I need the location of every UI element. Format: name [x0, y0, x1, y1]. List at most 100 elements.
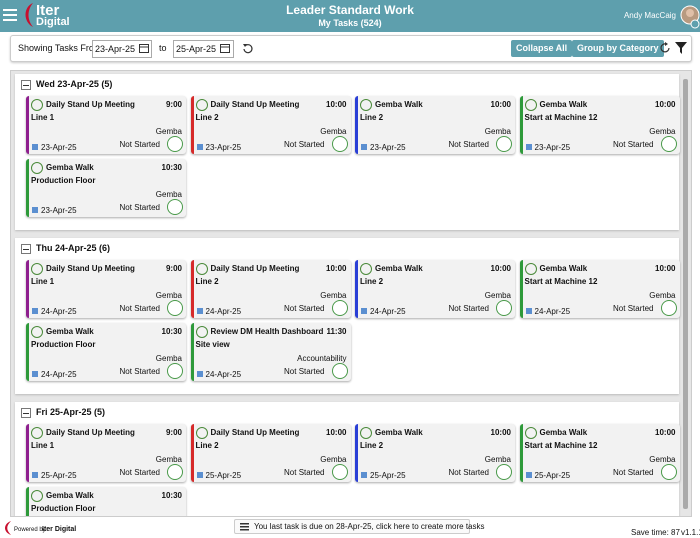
toggle[interactable]	[21, 408, 31, 418]
task-location: Line 2	[195, 441, 219, 450]
task-card[interactable]: Gemba Walk 10:00 Start at Machine 12 Gemba N…	[519, 260, 680, 318]
list-icon	[240, 523, 249, 531]
task-card[interactable]: Gemba Walk 10:00 Line 2 Gemba Not Started 23-…	[355, 96, 515, 154]
task-time: 9:00	[165, 428, 182, 437]
calendar-icon[interactable]	[220, 43, 230, 53]
task-time: 9:00	[165, 100, 182, 109]
status-circle[interactable]	[331, 136, 348, 152]
task-time: 10:00	[490, 100, 511, 109]
toggle[interactable]	[21, 244, 31, 254]
from-date[interactable]: 23-Apr-25	[92, 40, 152, 58]
task-location: Start at Machine 12	[524, 441, 598, 450]
task-location: Site view	[195, 340, 230, 349]
task-status: Not Started	[448, 468, 489, 477]
status-circle[interactable]	[167, 136, 183, 152]
status-circle-small	[195, 99, 208, 111]
avatar[interactable]	[680, 5, 700, 29]
status-circle[interactable]	[496, 464, 512, 480]
status-circle[interactable]	[167, 300, 183, 316]
task-time: 10:30	[161, 327, 182, 336]
task-card[interactable]: Gemba Walk 10:00 Start at Machine 12 Gemba N…	[519, 424, 680, 482]
date-icon	[361, 144, 367, 150]
status-circle[interactable]	[331, 363, 348, 379]
to-date[interactable]: 25-Apr-25	[173, 40, 234, 58]
task-card[interactable]: Gemba Walk 10:00 Line 2 Gemba Not Started 24-…	[355, 260, 515, 318]
status-circle[interactable]	[496, 136, 512, 152]
task-card[interactable]: Gemba Walk 10:00 Start at Machine 12 Gemba N…	[519, 96, 680, 154]
task-date: 24-Apr-25	[534, 307, 571, 316]
status-circle[interactable]	[167, 464, 183, 480]
day-section: Thu 24-Apr-25 (6) Daily Stand Up Meeting 9…	[15, 238, 680, 394]
task-time: 10:00	[655, 264, 676, 273]
collapse-button[interactable]: Collapse All	[511, 40, 573, 57]
task-card[interactable]: Daily Stand Up Meeting 10:00 Line 2 Gemba No…	[190, 424, 351, 482]
task-time: 10:00	[490, 264, 511, 273]
calendar-icon[interactable]	[139, 43, 149, 53]
task-status: Not Started	[613, 304, 654, 313]
task-category: Gemba	[155, 455, 182, 464]
date-icon	[32, 371, 38, 377]
task-location: Start at Machine 12	[524, 113, 598, 122]
scrollbar[interactable]	[683, 79, 688, 509]
status-circle[interactable]	[660, 464, 677, 480]
reset-icon[interactable]	[242, 42, 254, 54]
status-circle[interactable]	[167, 199, 183, 215]
status-circle-small	[360, 427, 372, 439]
task-card[interactable]: Daily Stand Up Meeting 9:00 Line 1 Gemba Not…	[26, 96, 186, 154]
task-date: 25-Apr-25	[41, 471, 77, 480]
footer: Powered by Iter Digital You last task is…	[0, 518, 700, 538]
task-category: Gemba	[649, 291, 676, 300]
task-name: Daily Stand Up Meeting	[210, 264, 300, 273]
date-icon	[525, 472, 532, 478]
task-status: Not Started	[119, 304, 160, 313]
task-time: 10:30	[161, 163, 182, 172]
day-title: Wed 23-Apr-25 (5)	[36, 79, 113, 89]
task-time: 10:00	[655, 428, 676, 437]
task-date: 24-Apr-25	[370, 307, 406, 316]
status-circle-small	[524, 263, 537, 275]
task-location: Start at Machine 12	[524, 277, 598, 286]
task-card[interactable]: Daily Stand Up Meeting 9:00 Line 1 Gemba Not…	[26, 260, 186, 318]
task-name: Daily Stand Up Meeting	[46, 264, 135, 273]
range-label: Showing Tasks From	[18, 43, 102, 53]
status-circle-small	[524, 99, 537, 111]
filter-icon[interactable]	[675, 42, 687, 54]
toolbar: Showing Tasks From 23-Apr-25 to 25-Apr-2…	[10, 35, 692, 62]
status-circle[interactable]	[331, 300, 348, 316]
status-circle[interactable]	[496, 300, 512, 316]
minus	[23, 248, 29, 250]
status-circle[interactable]	[167, 363, 183, 379]
status-circle[interactable]	[660, 136, 677, 152]
task-name: Gemba Walk	[539, 264, 588, 273]
date-icon	[525, 308, 532, 314]
date-icon	[32, 144, 38, 150]
title: Leader Standard Work	[286, 3, 414, 17]
group-button[interactable]: Group by Category	[572, 40, 664, 57]
refresh-icon[interactable]	[659, 42, 671, 54]
status-circle[interactable]	[660, 300, 677, 316]
task-card[interactable]: Daily Stand Up Meeting 10:00 Line 2 Gemba No…	[190, 260, 351, 318]
task-date: 25-Apr-25	[205, 471, 242, 480]
date-icon	[361, 308, 367, 314]
minus	[23, 84, 29, 86]
minus	[23, 412, 29, 414]
task-card[interactable]: Daily Stand Up Meeting 9:00 Line 1 Gemba Not…	[26, 424, 186, 482]
task-name: Gemba Walk	[46, 491, 94, 500]
task-name: Daily Stand Up Meeting	[46, 428, 135, 437]
menu-icon[interactable]	[3, 9, 17, 21]
toggle[interactable]	[21, 80, 31, 90]
task-card[interactable]: Gemba Walk 10:00 Line 2 Gemba Not Started 25-…	[355, 424, 515, 482]
task-name: Gemba Walk	[539, 100, 588, 109]
task-card[interactable]: Review DM Health Dashboard 11:30 Site view…	[190, 323, 351, 381]
create-tasks-link[interactable]: You last task is due on 28-Apr-25, click…	[234, 519, 484, 534]
task-time: 10:00	[326, 264, 347, 273]
status-circle[interactable]	[331, 464, 348, 480]
date-icon	[32, 308, 38, 314]
status-circle-small	[524, 427, 537, 439]
task-card[interactable]: Daily Stand Up Meeting 10:00 Line 2 Gemba No…	[190, 96, 351, 154]
powered-by: Powered by	[14, 527, 46, 533]
